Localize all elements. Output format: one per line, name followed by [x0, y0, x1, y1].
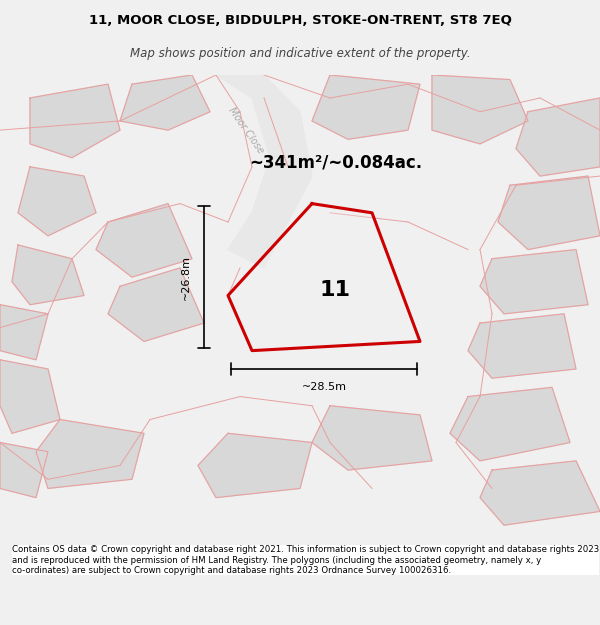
- Polygon shape: [18, 167, 96, 236]
- Polygon shape: [312, 75, 420, 139]
- Text: Moor Close: Moor Close: [226, 105, 266, 155]
- Text: ~26.8m: ~26.8m: [181, 254, 191, 299]
- Polygon shape: [0, 442, 48, 498]
- Polygon shape: [228, 204, 420, 351]
- Polygon shape: [216, 75, 312, 268]
- Polygon shape: [36, 419, 144, 489]
- Polygon shape: [498, 176, 600, 249]
- Text: ~341m²/~0.084ac.: ~341m²/~0.084ac.: [250, 153, 422, 171]
- Polygon shape: [30, 84, 120, 158]
- Polygon shape: [480, 249, 588, 314]
- Polygon shape: [432, 75, 528, 144]
- Polygon shape: [12, 245, 84, 304]
- Polygon shape: [450, 388, 570, 461]
- Text: Contains OS data © Crown copyright and database right 2021. This information is : Contains OS data © Crown copyright and d…: [12, 545, 599, 575]
- Polygon shape: [120, 75, 210, 130]
- Polygon shape: [96, 204, 192, 277]
- Polygon shape: [108, 268, 204, 341]
- Polygon shape: [516, 98, 600, 176]
- Polygon shape: [480, 461, 600, 525]
- Polygon shape: [312, 406, 432, 470]
- Polygon shape: [468, 314, 576, 378]
- Text: ~28.5m: ~28.5m: [302, 382, 347, 392]
- Polygon shape: [0, 360, 60, 433]
- Polygon shape: [0, 304, 48, 360]
- Polygon shape: [198, 433, 312, 498]
- Text: 11: 11: [319, 280, 350, 300]
- Text: Map shows position and indicative extent of the property.: Map shows position and indicative extent…: [130, 48, 470, 61]
- Text: 11, MOOR CLOSE, BIDDULPH, STOKE-ON-TRENT, ST8 7EQ: 11, MOOR CLOSE, BIDDULPH, STOKE-ON-TRENT…: [89, 14, 511, 28]
